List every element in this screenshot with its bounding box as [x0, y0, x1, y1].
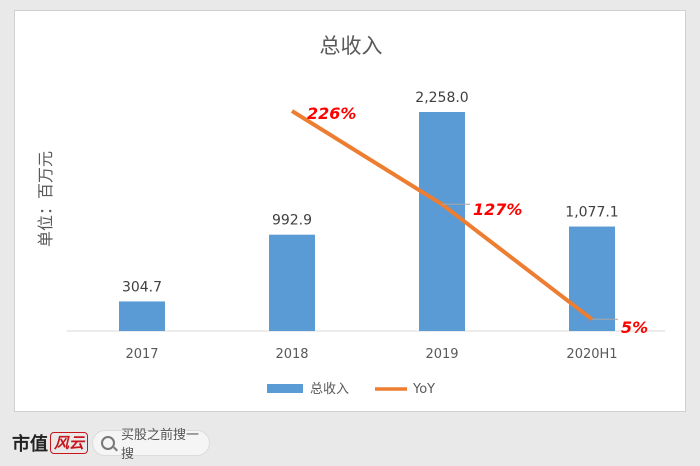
- yoy-data-label: 127%: [473, 200, 522, 219]
- chart-frame: 总收入 单位：百万元 304.7 992.9 2,258.0 1,077.1 2017…: [14, 10, 686, 412]
- bar-value-label: 2,258.0: [415, 90, 468, 106]
- bar-value-label: 992.9: [272, 213, 312, 229]
- bar-2020H1: [569, 226, 615, 331]
- bar-2019: [419, 112, 465, 331]
- yoy-data-label: 5%: [621, 318, 648, 337]
- x-tick-label: 2019: [425, 347, 458, 362]
- bar-2017: [119, 301, 165, 331]
- legend: 总收入 YoY: [267, 382, 435, 397]
- footer-bar: 市值 风云 买股之前搜一搜: [0, 420, 700, 466]
- chart-svg: 总收入 单位：百万元 304.7 992.9 2,258.0 1,077.1 2017…: [36, 34, 665, 397]
- search-label: 买股之前搜一搜: [121, 428, 200, 462]
- legend-label-line: YoY: [412, 382, 435, 397]
- bar-value-label: 1,077.1: [565, 205, 618, 221]
- brand-logo: 市值 风云: [12, 430, 89, 456]
- brand-mark: 风云: [50, 432, 89, 454]
- search-icon: [101, 436, 115, 450]
- y-axis-label: 单位：百万元: [36, 151, 55, 247]
- legend-label-bar: 总收入: [310, 382, 349, 397]
- yoy-data-label: 226%: [307, 104, 356, 123]
- x-tick-label: 2020H1: [566, 347, 617, 362]
- chart-title: 总收入: [320, 34, 383, 58]
- brand-name: 市值: [12, 434, 48, 455]
- bar-value-label: 304.7: [122, 279, 162, 295]
- bar-2018: [269, 234, 315, 331]
- x-tick-label: 2017: [125, 347, 158, 362]
- search-button[interactable]: 买股之前搜一搜: [92, 428, 210, 462]
- x-tick-label: 2018: [275, 347, 308, 362]
- legend-swatch-bar: [267, 384, 303, 393]
